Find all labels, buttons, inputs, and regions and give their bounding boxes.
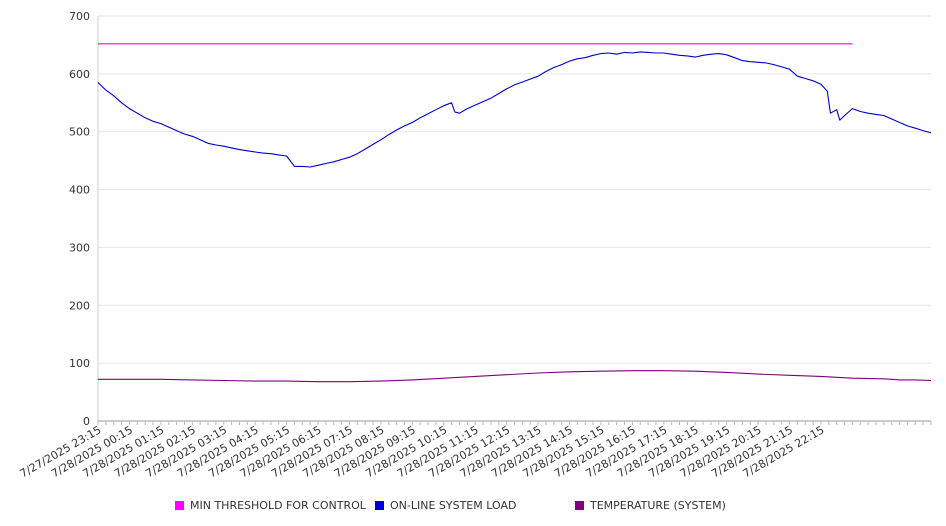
y-tick-label: 500 <box>69 126 90 139</box>
legend-label-load: ON-LINE SYSTEM LOAD <box>390 499 517 512</box>
legend-swatch-threshold <box>175 501 184 510</box>
x-axis: 7/27/2025 23:157/28/2025 00:157/28/2025 … <box>18 420 932 480</box>
y-tick-label: 600 <box>69 68 90 81</box>
y-tick-label: 200 <box>69 299 90 312</box>
legend-label-temperature: TEMPERATURE (SYSTEM) <box>590 499 726 512</box>
series-line-2 <box>98 370 932 383</box>
legend-item-load[interactable]: ON-LINE SYSTEM LOAD <box>375 499 516 512</box>
y-tick-label: 300 <box>69 241 90 254</box>
legend-swatch-load <box>375 501 384 510</box>
series-lines <box>97 43 932 383</box>
legend-item-temperature[interactable]: TEMPERATURE (SYSTEM) <box>575 499 726 512</box>
gridlines <box>98 15 931 364</box>
y-tick-label: 0 <box>83 415 90 428</box>
legend-swatch-temperature <box>575 501 584 510</box>
legend: MIN THRESHOLD FOR CONTROL ON-LINE SYSTEM… <box>0 496 946 516</box>
legend-label-threshold: MIN THRESHOLD FOR CONTROL <box>190 499 366 512</box>
y-tick-label: 400 <box>69 184 90 197</box>
y-tick-label: 700 <box>69 10 90 23</box>
legend-item-threshold[interactable]: MIN THRESHOLD FOR CONTROL <box>175 499 366 512</box>
y-tick-label: 100 <box>69 357 90 370</box>
y-axis: 0 100 200 300 400 500 600 700 <box>69 10 99 428</box>
series-line-1 <box>97 51 932 168</box>
